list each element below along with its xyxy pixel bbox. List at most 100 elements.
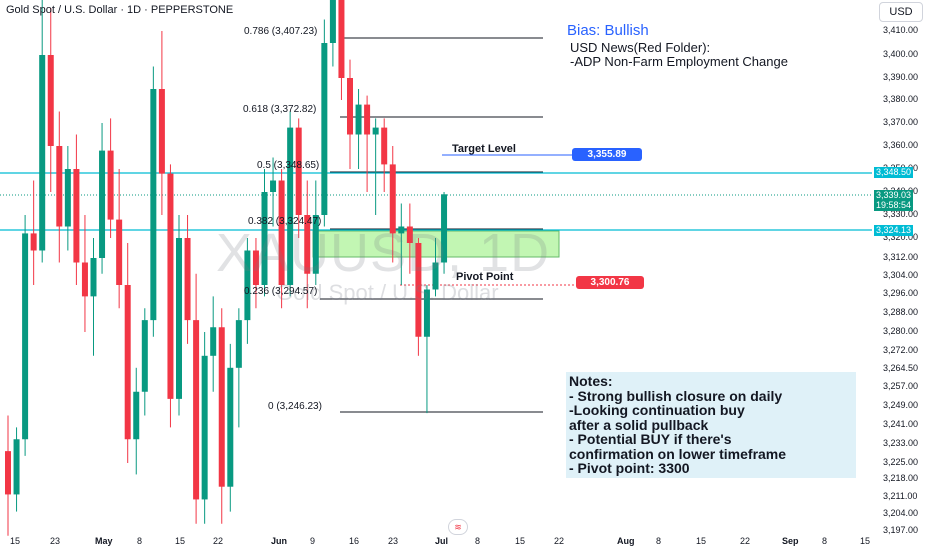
watermark-name: Gold Spot / U.S. Dollar (276, 280, 499, 305)
y-tick-label: 3,233.00 (883, 438, 919, 448)
chart-title: Gold Spot / U.S. Dollar · 1D · PEPPERSTO… (6, 4, 234, 16)
x-tick-label: Sep (782, 536, 799, 546)
notes-line: confirmation on lower timeframe (569, 445, 787, 462)
axis-tag-level-lower: 3,324.13 (874, 225, 914, 236)
pivot-price-tag[interactable]: 3,300.76 (576, 276, 644, 289)
candle-body (150, 89, 157, 321)
candle-body (329, 0, 336, 43)
y-tick-label: 3,249.00 (883, 400, 919, 410)
candle-body (158, 89, 165, 174)
us-flag-icon[interactable]: ≋ (448, 519, 468, 535)
candle-body (270, 180, 277, 192)
x-tick-label: 15 (515, 536, 526, 546)
candle-body (304, 215, 311, 274)
fib-label-05: 0.5 (3,348.65) (257, 160, 320, 171)
candle-body (295, 127, 302, 215)
candle-body (193, 320, 200, 500)
candle-body (364, 104, 371, 135)
y-tick-label: 3,380.00 (883, 94, 919, 104)
currency-button[interactable]: USD (879, 2, 923, 22)
candle-body (441, 194, 448, 263)
y-tick-label: 3,390.00 (883, 72, 919, 82)
notes-line: - Strong bullish closure on daily (569, 387, 783, 404)
target-price-tag[interactable]: 3,355.89 (572, 148, 642, 161)
target-level-label: Target Level (452, 143, 516, 155)
y-tick-label: 3,241.00 (883, 419, 919, 429)
news-line-1: USD News(Red Folder): (570, 40, 711, 55)
x-tick-label: 16 (349, 536, 360, 546)
x-tick-label: 22 (213, 536, 224, 546)
candle-body (210, 327, 217, 356)
news-text: USD News(Red Folder): -ADP Non-Farm Empl… (570, 41, 788, 69)
y-tick-label: 3,218.00 (883, 473, 919, 483)
candle-body (338, 0, 345, 78)
bias-text: Bias: Bullish (567, 22, 649, 39)
candle-body (235, 320, 242, 368)
y-tick-label: 3,288.00 (883, 307, 919, 317)
fib-label-0382: 0.382 (3,324.47) (248, 216, 322, 227)
fib-label-0786: 0.786 (3,407.23) (244, 26, 318, 37)
candle-body (90, 258, 97, 297)
x-tick-label: 23 (50, 536, 61, 546)
candle-body (432, 262, 439, 290)
price-axis[interactable] (872, 0, 932, 550)
candle-body (312, 215, 319, 274)
x-tick-label: Jun (271, 536, 288, 546)
x-tick-label: 15 (696, 536, 707, 546)
fib-label-0: 0 (3,246.23) (268, 401, 322, 412)
x-tick-label: Aug (617, 536, 635, 546)
notes-line: - Potential BUY if there's (569, 431, 732, 447)
fib-label-0618: 0.618 (3,372.82) (243, 104, 317, 115)
x-tick-label: 15 (10, 536, 21, 546)
candle-body (321, 43, 328, 215)
notes-line: Notes: (569, 373, 613, 389)
y-tick-label: 3,211.00 (883, 491, 918, 501)
x-tick-label: 8 (475, 536, 481, 546)
candle-body (278, 180, 285, 285)
y-tick-label: 3,304.00 (883, 270, 919, 280)
x-tick-label: 8 (822, 536, 828, 546)
pivot-point-label: Pivot Point (456, 271, 514, 283)
candle-body (287, 127, 294, 285)
y-tick-label: 3,400.00 (883, 49, 919, 59)
candle-body (201, 355, 208, 500)
candle-body (372, 127, 379, 135)
watermark-symbol: XAUUSD, 1D (216, 223, 551, 283)
notes-box[interactable]: Notes: - Strong bullish closure on daily… (566, 372, 856, 478)
candle-body (252, 250, 259, 285)
candle-body (167, 173, 174, 399)
candle-body (116, 219, 123, 285)
candle-body (107, 150, 114, 220)
candle-body (261, 192, 268, 285)
fib-label-0236: 0.236 (3,294.57) (244, 286, 318, 297)
y-tick-label: 3,264.50 (883, 363, 919, 373)
x-tick-label: 15 (175, 536, 186, 546)
candle-body (56, 146, 63, 227)
y-tick-label: 3,197.00 (883, 525, 919, 535)
candle-body (423, 289, 430, 337)
candle-body (176, 238, 182, 399)
candle-body (244, 250, 251, 321)
y-tick-label: 3,280.00 (883, 326, 919, 336)
candle-body (415, 243, 422, 337)
candle-body (141, 320, 148, 392)
candle-body (381, 127, 388, 165)
candle-body (47, 55, 54, 146)
candle-body (5, 451, 11, 495)
notes-line: - Pivot point: 3300 (569, 460, 690, 476)
candle-body (73, 169, 80, 263)
axis-tag-level-upper: 3,348.50 (874, 167, 914, 178)
notes-line: after a solid pullback (569, 416, 709, 433)
x-tick-label: May (95, 536, 113, 546)
candle-body (124, 285, 131, 440)
y-tick-label: 3,296.00 (883, 288, 919, 298)
x-tick-label: 15 (860, 536, 871, 546)
y-tick-label: 3,225.00 (883, 457, 919, 467)
candle-body (218, 327, 225, 487)
x-tick-label: 9 (310, 536, 316, 546)
x-tick-label: 23 (388, 536, 399, 546)
candle-body (39, 55, 46, 251)
y-tick-label: 3,370.00 (883, 117, 919, 127)
candle-body (81, 262, 88, 297)
